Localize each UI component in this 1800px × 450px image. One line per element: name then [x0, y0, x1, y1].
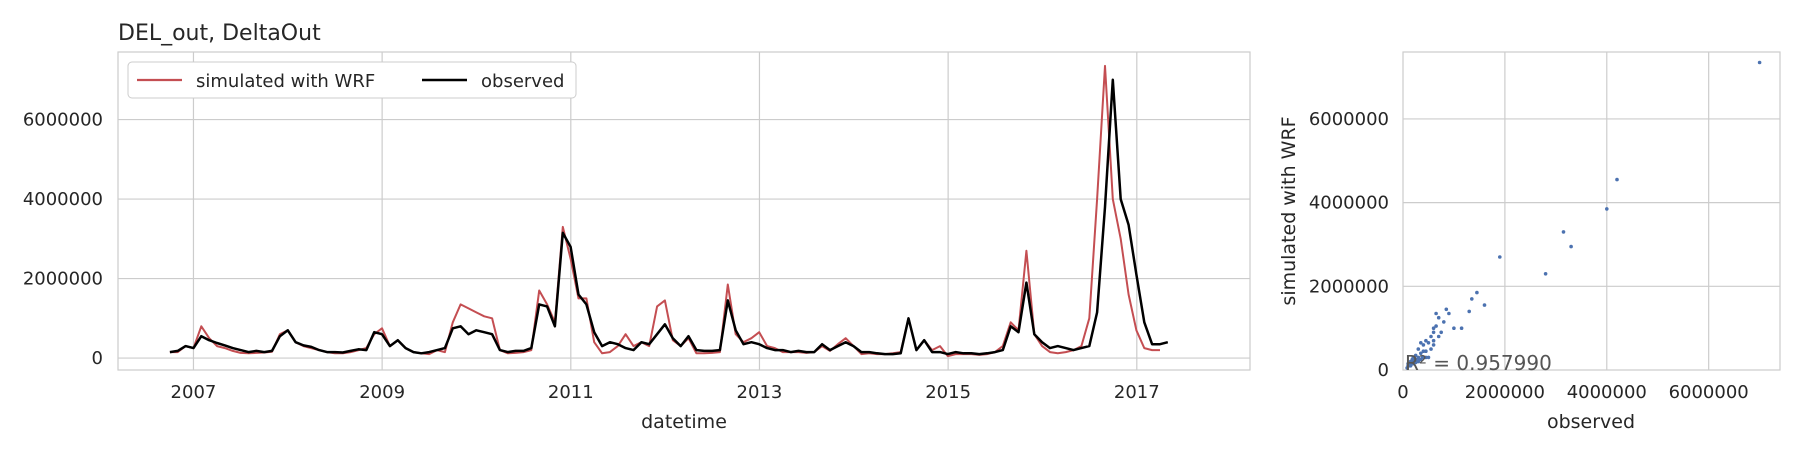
scatter-point	[1434, 311, 1438, 316]
scatter-y-axis-label: simulated with WRF	[1278, 116, 1300, 305]
x-tick-label: 2007	[171, 382, 217, 403]
scatter-point	[1569, 244, 1573, 249]
scatter-grid	[1403, 52, 1780, 370]
scatter-points	[1405, 60, 1762, 370]
scatter-y-ticks: 0 2000000 4000000 6000000	[1309, 109, 1389, 381]
scatter-point	[1442, 320, 1446, 324]
x-tick-label: 2009	[359, 382, 405, 403]
scatter-x-axis-label: observed	[1547, 411, 1635, 433]
scatter-x-tick-label: 6000000	[1669, 382, 1749, 403]
scatter-point	[1439, 330, 1443, 335]
scatter-x-tick-label: 0	[1397, 382, 1408, 403]
scatter-point	[1482, 303, 1487, 307]
y-tick-label: 2000000	[23, 269, 103, 290]
scatter-point	[1467, 309, 1471, 314]
scatter-y-tick-label: 2000000	[1309, 276, 1389, 297]
scatter-point	[1561, 230, 1566, 234]
scatter-x-tick-label: 4000000	[1567, 382, 1647, 403]
scatter-y-tick-label: 0	[1378, 360, 1389, 381]
scatter-point	[1424, 338, 1428, 343]
scatter-point	[1431, 326, 1436, 331]
x-tick-label: 2017	[1114, 382, 1160, 403]
scatter-point	[1431, 343, 1436, 347]
scatter-point	[1431, 330, 1436, 335]
scatter-y-tick-label: 4000000	[1309, 193, 1389, 214]
x-ticks: 2007 2009 2011 2013 2015 2017	[171, 382, 1160, 403]
scatter-plot-area	[1402, 51, 1781, 371]
scatter-point	[1421, 349, 1426, 354]
scatter-point	[1426, 341, 1431, 345]
legend: simulated with WRF observed	[127, 61, 577, 99]
scatter-point	[1429, 334, 1433, 339]
x-tick-label: 2015	[925, 382, 971, 403]
y-tick-label: 0	[92, 348, 103, 369]
scatter-point	[1605, 207, 1609, 211]
scatter-point	[1416, 347, 1421, 351]
scatter-point	[1470, 297, 1474, 301]
scatter-point	[1615, 177, 1619, 182]
scatter-point	[1416, 359, 1421, 364]
y-ticks: 0 2000000 4000000 6000000	[23, 110, 103, 370]
timeseries-chart: DEL_out, DeltaOut 2007 2009 2011 2013 2015 20…	[23, 21, 1251, 433]
scatter-point	[1459, 326, 1464, 331]
scatter-point	[1424, 355, 1428, 360]
scatter-point	[1447, 311, 1451, 316]
scatter-point	[1436, 315, 1441, 320]
scatter-point	[1413, 353, 1418, 358]
x-tick-label: 2011	[548, 382, 594, 403]
scatter-point	[1407, 361, 1411, 366]
series-line-observed	[169, 78, 1169, 356]
scatter-point	[1475, 290, 1479, 295]
scatter-point	[1498, 255, 1502, 259]
scatter-point	[1426, 355, 1431, 360]
plot-area	[117, 51, 1251, 371]
scatter-point	[1424, 349, 1428, 354]
scatter-point	[1419, 351, 1423, 356]
scatter-point	[1412, 357, 1416, 362]
grid	[118, 52, 1250, 370]
legend-box	[127, 61, 577, 99]
chart-title: DEL_out, DeltaOut	[118, 21, 321, 46]
scatter-point	[1429, 347, 1433, 351]
scatter-chart: 0 2000000 4000000 6000000 0 2000000 4000000 60…	[1278, 51, 1781, 433]
y-tick-label: 4000000	[23, 189, 103, 210]
scatter-y-tick-label: 6000000	[1309, 109, 1389, 130]
r-squared-annotation: R² = 0.957990	[1405, 351, 1552, 375]
scatter-x-tick-label: 2000000	[1465, 382, 1545, 403]
scatter-point	[1452, 326, 1456, 331]
scatter-x-ticks: 0 2000000 4000000 6000000	[1397, 382, 1748, 403]
scatter-point	[1444, 307, 1449, 312]
x-tick-label: 2013	[737, 382, 783, 403]
scatter-point	[1436, 334, 1441, 339]
series-lines	[169, 64, 1169, 358]
scatter-point	[1421, 343, 1426, 347]
legend-label-simulated: simulated with WRF	[196, 71, 375, 92]
scatter-point	[1405, 366, 1409, 370]
x-axis-label: datetime	[641, 411, 727, 433]
y-tick-label: 6000000	[23, 110, 103, 131]
scatter-point	[1434, 324, 1438, 328]
scatter-point	[1419, 341, 1423, 345]
scatter-point	[1420, 355, 1425, 360]
scatter-point	[1543, 272, 1548, 276]
scatter-point	[1431, 338, 1436, 343]
scatter-point	[1757, 60, 1762, 65]
legend-label-observed: observed	[481, 71, 564, 92]
